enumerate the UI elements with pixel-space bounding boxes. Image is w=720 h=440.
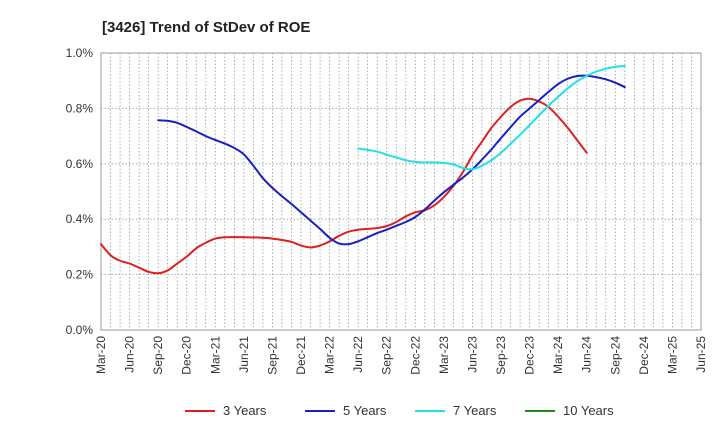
x-tick-label: Jun-24 <box>580 336 594 373</box>
x-tick-label: Mar-23 <box>437 336 451 374</box>
plot-area <box>100 52 702 331</box>
x-tick-label: Sep-22 <box>380 336 394 375</box>
legend-label: 3 Years <box>223 403 267 418</box>
legend-label: 7 Years <box>453 403 497 418</box>
x-tick-label: Sep-21 <box>265 336 279 375</box>
x-tick-label: Mar-24 <box>551 336 565 374</box>
series-line-5-years <box>157 74 626 246</box>
chart-title: [3426] Trend of StDev of ROE <box>102 19 310 36</box>
x-tick-label: Dec-21 <box>294 336 308 375</box>
series-line-3-years <box>100 97 588 275</box>
y-tick-label: 0.2% <box>66 268 94 282</box>
x-tick-label: Dec-22 <box>408 336 422 375</box>
x-tick-label: Jun-20 <box>123 336 137 373</box>
x-tick-label: Mar-25 <box>665 336 679 374</box>
axes: 0.0% 0.2% 0.4% 0.6% 0.8% 1.0% Mar-20 Jun-20 Sep-… <box>66 46 708 375</box>
y-tick-label: 0.0% <box>66 323 94 337</box>
series-line-7-years <box>357 65 626 171</box>
x-tick-label: Dec-23 <box>523 336 537 375</box>
x-tick-label: Jun-21 <box>237 336 251 373</box>
x-tick-label: Dec-20 <box>180 336 194 375</box>
y-tick-label: 0.8% <box>66 101 94 115</box>
y-tick-label: 0.6% <box>66 157 94 171</box>
y-tick-label: 0.4% <box>66 212 94 226</box>
x-tick-label: Jun-23 <box>465 336 479 373</box>
x-tick-label: Mar-22 <box>323 336 337 374</box>
x-tick-label: Sep-20 <box>151 336 165 375</box>
x-tick-label: Jun-22 <box>351 336 365 373</box>
legend: 3 Years 5 Years 7 Years 10 Years <box>185 403 614 418</box>
x-tick-label: Jun-25 <box>694 336 708 373</box>
x-tick-label: Mar-20 <box>94 336 108 374</box>
x-tick-label: Sep-23 <box>494 336 508 375</box>
y-tick-label: 1.0% <box>66 46 94 60</box>
x-tick-label: Sep-24 <box>608 336 622 375</box>
grid <box>100 52 702 331</box>
legend-label: 5 Years <box>343 403 387 418</box>
x-tick-label: Dec-24 <box>637 336 651 375</box>
legend-label: 10 Years <box>563 403 614 418</box>
series-lines <box>100 65 626 275</box>
x-tick-label: Mar-21 <box>208 336 222 374</box>
